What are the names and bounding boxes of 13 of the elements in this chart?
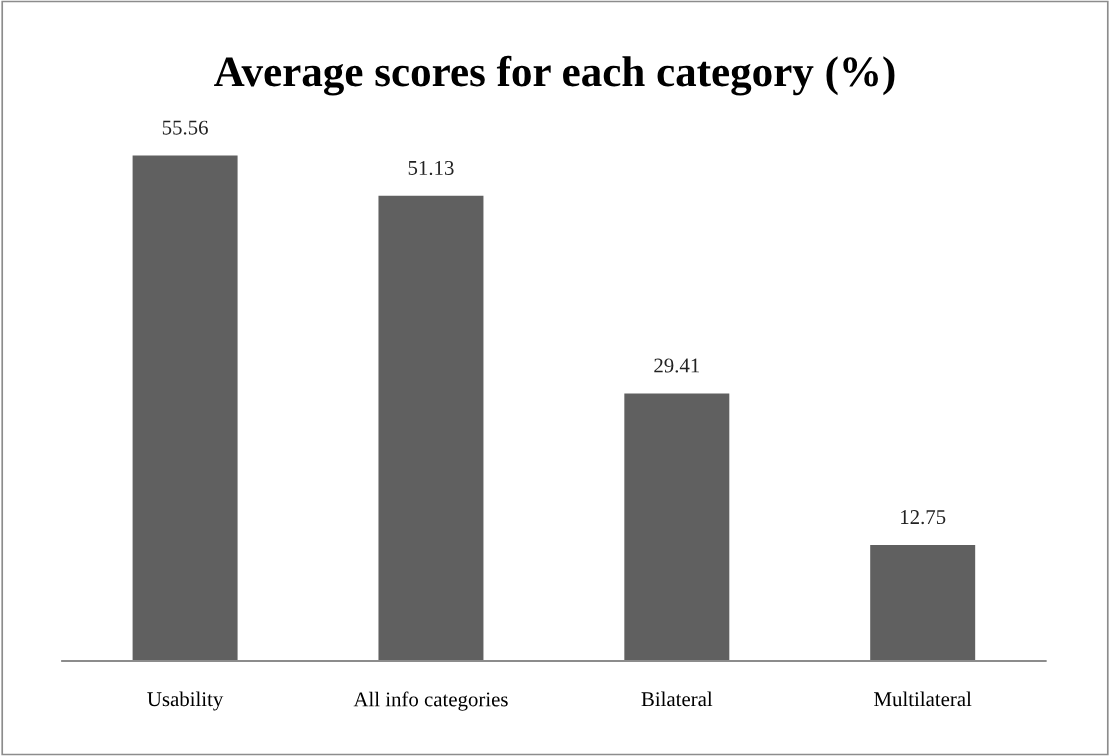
x-tick-label: All info categories: [353, 691, 508, 711]
x-tick-label: Multilateral: [874, 691, 972, 707]
bar: [378, 195, 484, 661]
bar: [624, 393, 730, 661]
bar: [132, 155, 238, 661]
x-tick-label: Usability: [147, 691, 224, 711]
data-label: 29.41: [654, 358, 700, 373]
bar: [870, 544, 976, 661]
chart-title: Average scores for each category (%): [214, 55, 895, 96]
data-label: 51.13: [408, 160, 454, 176]
data-label: 55.56: [162, 120, 208, 135]
x-tick-label: Bilateral: [641, 691, 713, 707]
data-label: 12.75: [901, 510, 946, 525]
